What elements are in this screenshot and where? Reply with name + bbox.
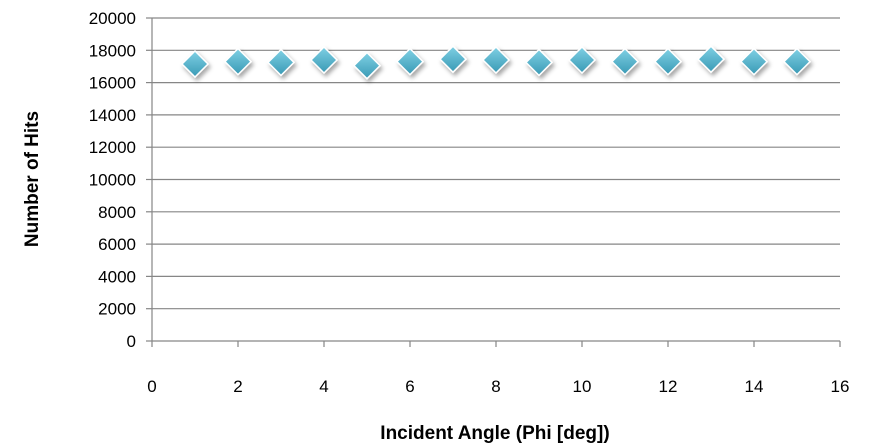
data-point-diamond <box>610 47 640 76</box>
x-axis-title: Incident Angle (Phi [deg]) <box>380 423 609 444</box>
data-point-diamond <box>223 47 253 76</box>
data-point-diamond <box>653 47 683 76</box>
axes <box>146 17 841 347</box>
y-tick-label: 12000 <box>89 138 136 157</box>
x-tick-label: 8 <box>491 377 500 396</box>
y-tick-label: 16000 <box>89 74 136 93</box>
y-tick-label: 18000 <box>89 41 136 60</box>
y-tick-label: 4000 <box>98 267 136 286</box>
y-tick-label: 20000 <box>89 9 136 28</box>
data-point-diamond <box>266 48 296 77</box>
y-tick-label: 8000 <box>98 203 136 222</box>
data-point-diamond <box>739 47 769 76</box>
y-tick-label: 2000 <box>98 300 136 319</box>
tick-labels: 0 2000 4000 6000 8000 10000 12000 14000 16000 180… <box>89 9 850 396</box>
x-tick-label: 6 <box>405 377 414 396</box>
data-point-diamond <box>352 51 382 80</box>
data-point-diamond <box>309 45 339 75</box>
y-tick-label: 14000 <box>89 106 136 125</box>
data-point-diamond <box>481 45 511 75</box>
data-point-diamond <box>567 45 597 75</box>
data-point-diamond <box>696 45 726 74</box>
data-point-diamond <box>438 45 468 74</box>
data-point-diamond <box>395 47 425 76</box>
data-point-diamond <box>180 49 210 79</box>
x-tick-label: 0 <box>147 377 156 396</box>
y-tick-label: 10000 <box>89 171 136 190</box>
x-tick-label: 16 <box>831 377 850 396</box>
data-point-diamond <box>524 48 554 77</box>
x-tick-label: 12 <box>659 377 678 396</box>
x-tick-label: 4 <box>319 377 328 396</box>
y-tick-label: 0 <box>127 332 136 351</box>
x-tick-label: 14 <box>745 377 764 396</box>
x-tick-label: 10 <box>573 377 592 396</box>
data-point-diamond <box>782 47 812 76</box>
y-tick-label: 6000 <box>98 235 136 254</box>
y-axis-title: Number of Hits <box>22 111 43 247</box>
x-tick-label: 2 <box>233 377 242 396</box>
data-points <box>180 45 812 80</box>
